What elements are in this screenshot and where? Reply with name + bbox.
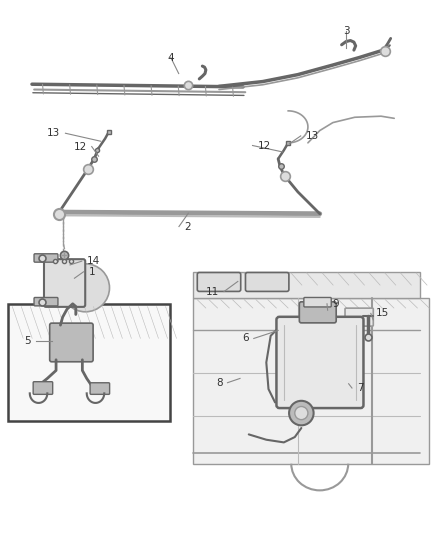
Ellipse shape	[61, 264, 110, 312]
Text: 9: 9	[332, 299, 339, 309]
Text: 6: 6	[242, 334, 249, 343]
Polygon shape	[193, 272, 420, 298]
FancyBboxPatch shape	[193, 298, 429, 464]
FancyBboxPatch shape	[49, 323, 93, 362]
Text: 12: 12	[74, 142, 87, 151]
Text: 14: 14	[87, 256, 100, 266]
Text: 2: 2	[184, 222, 191, 231]
Bar	[8, 304, 170, 421]
FancyBboxPatch shape	[245, 272, 289, 292]
Text: 13: 13	[47, 128, 60, 138]
Circle shape	[289, 401, 314, 425]
FancyBboxPatch shape	[197, 272, 241, 292]
Text: 11: 11	[206, 287, 219, 296]
FancyBboxPatch shape	[44, 259, 85, 307]
FancyBboxPatch shape	[276, 317, 364, 408]
Text: 15: 15	[376, 309, 389, 318]
Text: 7: 7	[357, 383, 364, 393]
FancyBboxPatch shape	[34, 297, 58, 306]
FancyBboxPatch shape	[345, 308, 373, 326]
FancyBboxPatch shape	[34, 254, 58, 262]
Text: 4: 4	[167, 53, 174, 62]
Text: 13: 13	[306, 131, 319, 141]
FancyBboxPatch shape	[299, 302, 336, 323]
FancyBboxPatch shape	[304, 297, 331, 307]
Bar	[60, 333, 68, 337]
Text: 3: 3	[343, 26, 350, 36]
Text: 12: 12	[258, 141, 271, 150]
FancyBboxPatch shape	[90, 383, 110, 394]
Circle shape	[295, 407, 308, 419]
Text: 1: 1	[88, 267, 95, 277]
Text: 5: 5	[24, 336, 31, 346]
Text: 8: 8	[216, 378, 223, 387]
FancyBboxPatch shape	[33, 382, 53, 394]
